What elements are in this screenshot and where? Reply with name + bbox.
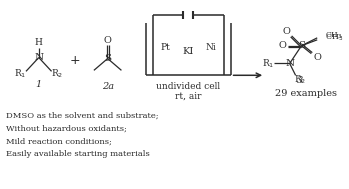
Text: 29 examples: 29 examples — [275, 88, 337, 98]
Text: S: S — [104, 54, 111, 63]
Text: DMSO as the solvent and substrate;: DMSO as the solvent and substrate; — [6, 112, 159, 120]
Text: H: H — [35, 38, 43, 47]
Text: R$_1$: R$_1$ — [14, 67, 26, 80]
Text: O: O — [279, 41, 287, 50]
Text: /: / — [92, 72, 96, 81]
Text: KI: KI — [183, 47, 194, 56]
Text: R$_2$: R$_2$ — [294, 74, 307, 86]
Text: rt, air: rt, air — [175, 91, 202, 101]
Text: 2a: 2a — [102, 82, 114, 91]
Text: N: N — [34, 53, 43, 62]
Text: Ni: Ni — [205, 43, 216, 52]
Text: O: O — [313, 53, 321, 62]
Text: R$_1$: R$_1$ — [262, 57, 274, 70]
Text: Pt: Pt — [161, 43, 171, 52]
Text: R$_2$: R$_2$ — [51, 67, 64, 80]
Text: O: O — [283, 27, 291, 36]
Text: CH$_3$: CH$_3$ — [325, 31, 343, 41]
Text: CH$_3$: CH$_3$ — [325, 33, 343, 43]
Text: Mild reaction conditions;: Mild reaction conditions; — [6, 137, 112, 145]
Text: N: N — [285, 59, 294, 68]
Text: O: O — [104, 36, 112, 45]
Text: 1: 1 — [36, 80, 42, 89]
Text: S: S — [298, 41, 305, 50]
Text: undivided cell: undivided cell — [156, 82, 220, 91]
Text: 3: 3 — [296, 76, 303, 85]
Text: Without hazardous oxidants;: Without hazardous oxidants; — [6, 125, 127, 132]
Text: +: + — [70, 54, 81, 67]
Text: Easily available starting materials: Easily available starting materials — [6, 150, 150, 158]
